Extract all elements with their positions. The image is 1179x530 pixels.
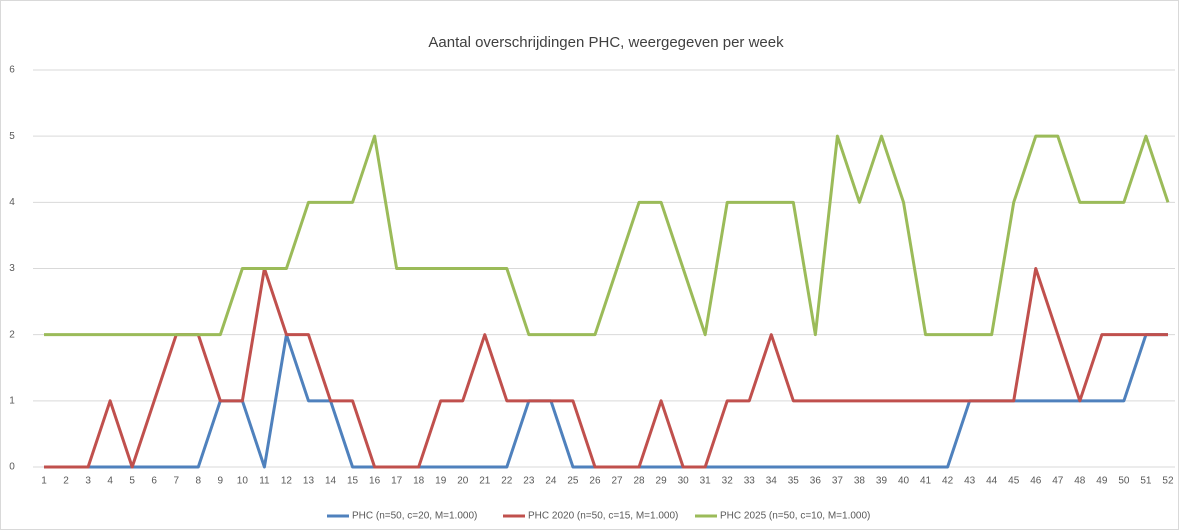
x-tick-label: 5	[129, 476, 135, 487]
series-line	[44, 267, 1168, 469]
x-tick-label: 1	[41, 476, 47, 487]
x-tick-label: 15	[347, 476, 359, 487]
x-tick-label: 23	[523, 476, 535, 487]
x-tick-label: 46	[1030, 476, 1042, 487]
x-tick-label: 14	[325, 476, 337, 487]
x-tick-label: 36	[810, 476, 822, 487]
x-tick-label: 6	[151, 476, 157, 487]
x-tick-label: 13	[303, 476, 315, 487]
x-tick-label: 10	[237, 476, 249, 487]
x-tick-label: 44	[986, 476, 998, 487]
x-tick-label: 48	[1074, 476, 1086, 487]
y-tick-label: 3	[9, 263, 15, 274]
x-tick-label: 17	[391, 476, 403, 487]
y-tick-label: 4	[9, 197, 15, 208]
x-tick-label: 35	[788, 476, 800, 487]
x-tick-label: 45	[1008, 476, 1020, 487]
x-tick-label: 2	[63, 476, 69, 487]
x-tick-label: 47	[1052, 476, 1064, 487]
x-tick-label: 42	[942, 476, 954, 487]
x-tick-label: 40	[898, 476, 910, 487]
y-tick-label: 2	[9, 329, 15, 340]
x-tick-label: 24	[545, 476, 557, 487]
x-tick-label: 32	[722, 476, 734, 487]
x-tick-label: 28	[633, 476, 645, 487]
x-tick-label: 27	[611, 476, 623, 487]
x-tick-label: 34	[766, 476, 778, 487]
x-tick-label: 26	[589, 476, 601, 487]
legend-label: PHC 2020 (n=50, c=15, M=1.000)	[528, 511, 678, 522]
x-tick-label: 3	[85, 476, 91, 487]
x-tick-label: 41	[920, 476, 932, 487]
x-tick-label: 37	[832, 476, 844, 487]
x-tick-label: 20	[457, 476, 469, 487]
x-tick-label: 19	[435, 476, 447, 487]
x-tick-label: 12	[281, 476, 293, 487]
x-tick-label: 8	[196, 476, 202, 487]
x-tick-label: 51	[1140, 476, 1152, 487]
x-tick-label: 29	[656, 476, 668, 487]
legend-label: PHC (n=50, c=20, M=1.000)	[352, 511, 477, 522]
x-tick-label: 33	[744, 476, 756, 487]
x-tick-label: 18	[413, 476, 425, 487]
x-tick-label: 39	[876, 476, 888, 487]
x-tick-label: 22	[501, 476, 513, 487]
x-tick-label: 7	[173, 476, 179, 487]
legend-label: PHC 2025 (n=50, c=10, M=1.000)	[720, 511, 870, 522]
y-tick-label: 1	[9, 395, 15, 406]
x-tick-label: 50	[1118, 476, 1130, 487]
y-tick-label: 5	[9, 131, 15, 142]
x-tick-label: 49	[1096, 476, 1108, 487]
x-tick-label: 4	[107, 476, 113, 487]
x-tick-label: 31	[700, 476, 712, 487]
series-line	[44, 134, 1170, 337]
x-tick-label: 25	[567, 476, 579, 487]
y-tick-label: 6	[9, 65, 15, 76]
x-tick-label: 16	[369, 476, 381, 487]
x-tick-label: 52	[1162, 476, 1174, 487]
y-tick-label: 0	[9, 462, 15, 473]
x-tick-label: 38	[854, 476, 866, 487]
x-tick-label: 21	[479, 476, 491, 487]
x-tick-label: 9	[218, 476, 224, 487]
x-tick-label: 11	[259, 476, 270, 487]
x-tick-label: 43	[964, 476, 976, 487]
x-tick-label: 30	[678, 476, 690, 487]
chart-title: Aantal overschrijdingen PHC, weergegeven…	[428, 34, 784, 51]
